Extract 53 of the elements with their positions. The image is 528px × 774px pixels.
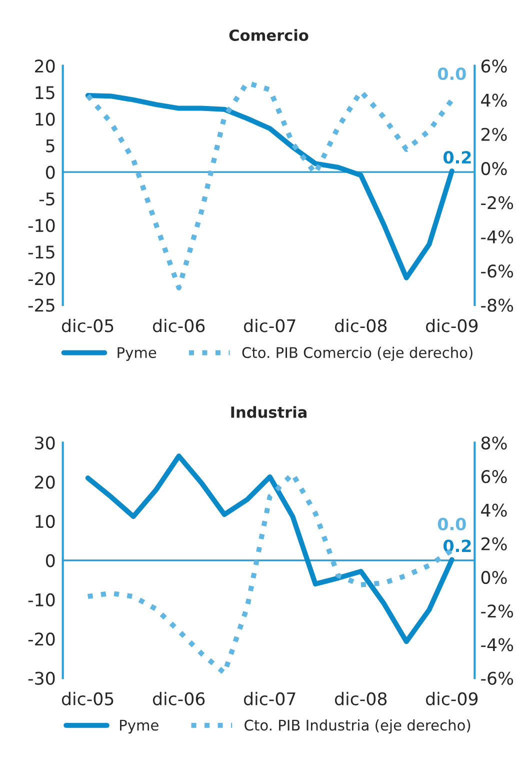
y2-tick-label: -8%	[481, 298, 514, 312]
y2-tick-label: 8%	[481, 436, 507, 450]
annotation: 0.2	[444, 540, 471, 552]
y2-tick-label: 2%	[482, 128, 507, 141]
y-tick-label: 10	[36, 112, 55, 126]
annotation: 0.0	[438, 67, 466, 80]
y-tick-label: -20	[28, 632, 55, 646]
x-tick-label: dic-06	[152, 692, 205, 706]
y2-tick-label: -4%	[481, 230, 514, 244]
y2-tick-label: 4%	[481, 94, 507, 107]
y2-tick-label: 2%	[482, 537, 507, 550]
legend-label: Cto. PIB Industria (eje derecho)	[244, 719, 470, 734]
y2-tick-label: -6%	[481, 672, 514, 685]
y-tick-label: 10	[36, 514, 55, 528]
y2-tick-label: -4%	[481, 638, 514, 652]
y-tick-label: -5	[39, 192, 54, 206]
y-tick-label: -30	[28, 672, 55, 685]
x-tick-label: dic-08	[334, 318, 387, 332]
legend-label: Pyme	[120, 720, 158, 734]
y2-tick-label: 6%	[481, 60, 507, 73]
x-tick-label: dic-09	[426, 318, 478, 332]
x-tick-label: dic-05	[62, 318, 114, 332]
annotation: 0.0	[438, 518, 466, 530]
x-tick-label: dic-07	[244, 318, 296, 332]
x-tick-label: dic-05	[62, 692, 114, 706]
y-tick-label: -20	[28, 272, 55, 286]
x-tick-label: dic-09	[426, 692, 478, 706]
x-tick-label: dic-07	[244, 692, 296, 706]
y-tick-label: -10	[28, 218, 55, 232]
y-tick-label: 30	[35, 436, 55, 450]
annotation: 0.2	[444, 151, 471, 164]
y-tick-label: 0	[46, 166, 55, 179]
y-tick-label: -15	[28, 246, 54, 259]
y2-tick-label: 0%	[481, 162, 507, 176]
x-tick-label: dic-06	[152, 318, 205, 332]
x-tick-label: dic-08	[334, 692, 387, 706]
y2-tick-label: -2%	[481, 196, 514, 210]
legend-label: Cto. PIB Comercio (eje derecho)	[242, 346, 472, 361]
y-tick-label: 20	[35, 476, 55, 489]
chart-title: Industria	[231, 406, 306, 418]
chart-title: Comercio	[229, 29, 308, 42]
y2-tick-label: 4%	[481, 504, 507, 517]
y2-tick-label: -6%	[481, 264, 514, 278]
y2-tick-label: 0%	[481, 570, 507, 584]
legend-label: Pyme	[118, 347, 156, 361]
y-tick-label: 15	[36, 86, 54, 100]
y-tick-label: 20	[35, 60, 55, 73]
y-tick-label: 5	[46, 139, 54, 152]
y2-tick-label: -2%	[481, 604, 514, 618]
y-tick-label: 0	[46, 554, 55, 568]
y2-tick-label: 6%	[481, 470, 507, 484]
y-tick-label: -10	[28, 593, 55, 606]
y-tick-label: -25	[28, 298, 54, 312]
